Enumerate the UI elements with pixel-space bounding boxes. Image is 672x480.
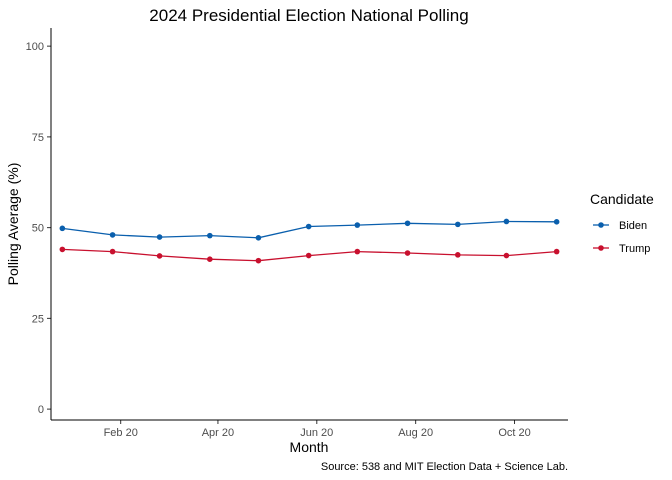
x-tick-label: Jun 20 (300, 427, 333, 439)
trump-legend-label: Trump (619, 243, 650, 255)
trump-data-point (59, 246, 66, 253)
trump-data-point (404, 250, 411, 256)
trump-data-point (454, 252, 461, 258)
legend-title: Candidate (590, 191, 654, 207)
chart-title: 2024 Presidential Election National Poll… (149, 6, 468, 25)
y-tick-label: 50 (32, 223, 44, 235)
y-axis-title: Polling Average (%) (5, 163, 21, 286)
trump-data-point (255, 257, 262, 264)
biden-data-point (109, 232, 116, 238)
y-tick-label: 25 (32, 313, 44, 325)
trump-data-point (503, 252, 510, 259)
y-axis-ticks: 0 25 50 75 100 (26, 41, 51, 416)
source-caption: Source: 538 and MIT Election Data + Scie… (321, 461, 568, 473)
x-tick-label: Aug 20 (398, 427, 433, 439)
biden-legend-point (598, 222, 604, 228)
biden-data-point (59, 225, 66, 232)
trump-data-point (109, 248, 116, 255)
trump-data-point (207, 256, 213, 263)
x-axis-ticks: Feb 20 Apr 20 Jun 20 Aug 20 Oct 20 (104, 420, 531, 439)
biden-data-point (503, 218, 510, 225)
x-tick-label: Apr 20 (202, 427, 234, 439)
y-tick-label: 100 (26, 41, 44, 53)
biden-data-point (207, 232, 213, 239)
biden-legend-label: Biden (619, 220, 647, 232)
y-tick-label: 0 (38, 404, 44, 416)
trump-legend-point (598, 245, 604, 251)
biden-data-point (354, 222, 361, 228)
x-axis-title: Month (290, 439, 329, 455)
biden-data-point (305, 223, 312, 230)
biden-data-point (255, 234, 262, 241)
x-tick-label: Feb 20 (104, 427, 138, 439)
biden-data-point (553, 219, 560, 225)
x-tick-label: Oct 20 (498, 427, 530, 439)
trump-data-point (156, 253, 163, 259)
y-tick-label: 75 (32, 132, 44, 144)
series-layer (59, 218, 560, 264)
biden-data-point (404, 220, 411, 227)
trump-data-point (553, 248, 560, 255)
biden-data-point (156, 234, 163, 240)
legend: Candidate Biden Trump (590, 191, 654, 255)
biden-data-point (454, 221, 461, 228)
trump-data-point (305, 252, 312, 259)
trump-data-point (354, 248, 361, 255)
